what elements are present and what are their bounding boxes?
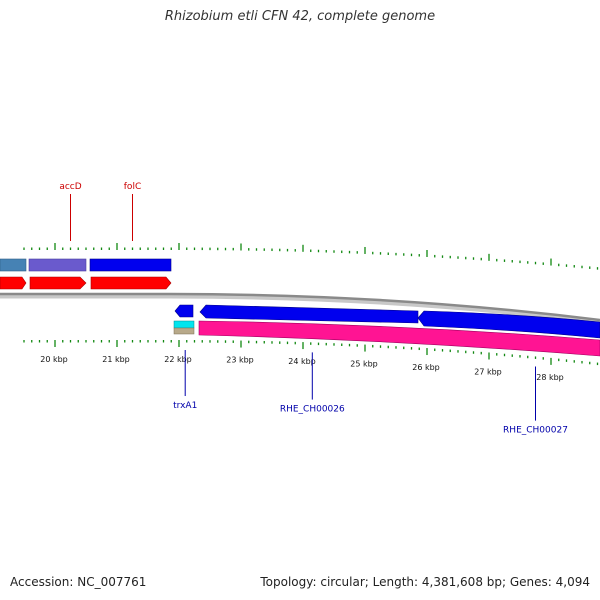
gene-label-folc[interactable]: folC xyxy=(124,182,141,192)
tick-label: 22 kbp xyxy=(164,355,192,364)
gene-steelblue-feature[interactable] xyxy=(0,258,27,272)
gene-label-rhe_ch00027[interactable]: RHE_CH00027 xyxy=(503,426,568,436)
gene-folc-cds-feature[interactable] xyxy=(89,258,172,272)
upper-tick-marks xyxy=(23,243,599,270)
gene-red-arrow-1[interactable] xyxy=(0,276,27,290)
gene-purple-feature[interactable] xyxy=(28,258,87,272)
gene-label-rhe_ch00026[interactable]: RHE_CH00026 xyxy=(280,405,345,415)
gene-tan-feature[interactable] xyxy=(173,327,195,335)
gene-red-arrow-3[interactable] xyxy=(90,276,172,290)
gene-red-arrow-2[interactable] xyxy=(29,276,87,290)
gene-rhe-ch00027-arrow[interactable] xyxy=(417,310,600,339)
tick-label: 20 kbp xyxy=(40,355,68,364)
gene-rhe-ch00026-arrow[interactable] xyxy=(199,304,419,324)
genome-summary-text: Topology: circular; Length: 4,381,608 bp… xyxy=(260,575,590,589)
tick-label: 27 kbp xyxy=(474,367,502,376)
map-title: Rhizobium etli CFN 42, complete genome xyxy=(164,9,436,24)
tick-labels: 20 kbp 21 kbp 22 kbp 23 kbp 24 kbp 25 kbp 26 k… xyxy=(40,355,564,382)
genome-backbone xyxy=(0,292,600,322)
forward-features xyxy=(0,258,172,290)
accession-text: Accession: NC_007761 xyxy=(10,575,147,589)
backbone-shadow xyxy=(0,293,600,325)
gene-label-accd[interactable]: accD xyxy=(59,182,81,192)
gene-trxa1-arrow[interactable] xyxy=(174,304,194,318)
lower-tick-marks xyxy=(23,340,599,366)
tick-label: 28 kbp xyxy=(536,373,564,382)
tick-label: 21 kbp xyxy=(102,355,130,364)
reverse-features xyxy=(173,304,600,357)
tick-label: 25 kbp xyxy=(350,360,378,369)
gene-cyan-feature[interactable] xyxy=(173,320,195,329)
gene-label-trxa1[interactable]: trxA1 xyxy=(173,401,197,411)
gene-labels: accD folC trxA1 RHE_CH00026 RHE_CH00027 xyxy=(59,182,568,436)
gene-pink-long-feature[interactable] xyxy=(198,320,600,357)
tick-label: 23 kbp xyxy=(226,356,254,365)
tick-label: 24 kbp xyxy=(288,357,316,366)
tick-label: 26 kbp xyxy=(412,363,440,372)
